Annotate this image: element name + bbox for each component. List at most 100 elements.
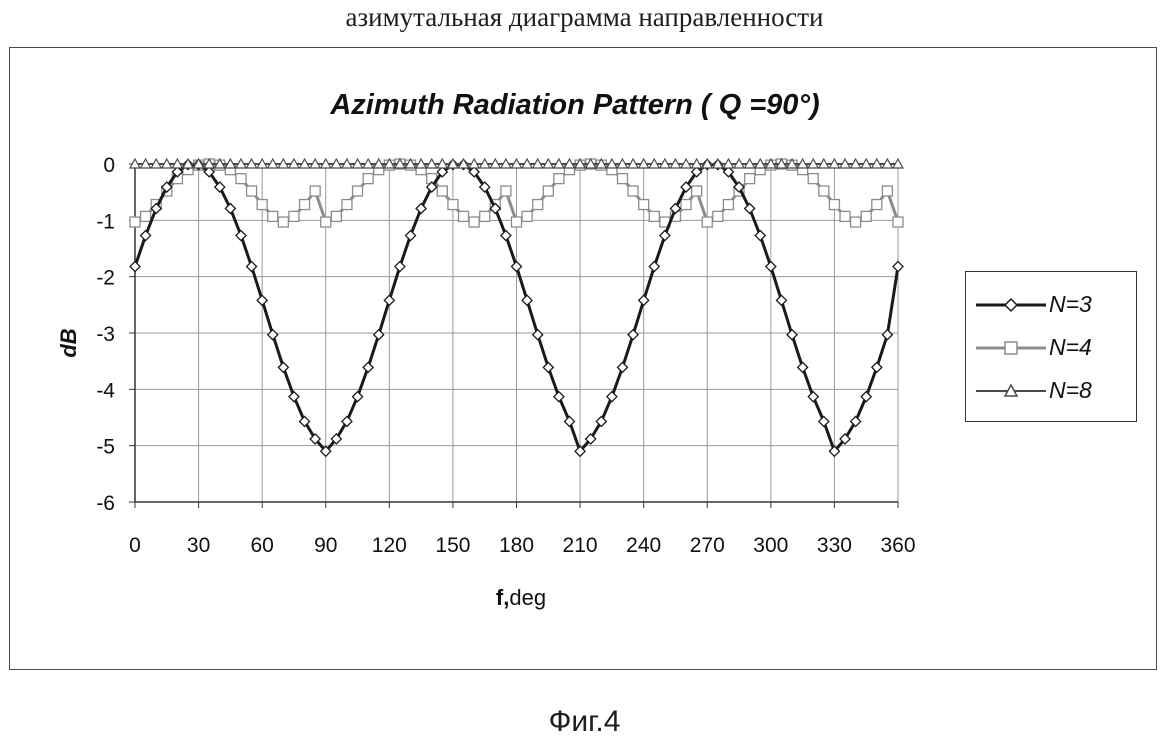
- point-n4: [893, 217, 903, 227]
- point-n3: [872, 362, 882, 372]
- x-tick-label: 360: [880, 534, 915, 557]
- point-n3: [353, 392, 363, 402]
- point-n3: [617, 362, 627, 372]
- point-n3: [607, 392, 617, 402]
- point-n4: [448, 200, 458, 210]
- point-n3: [247, 262, 257, 272]
- x-axis-label-bold: f,: [496, 585, 509, 610]
- point-n4: [692, 186, 702, 196]
- y-tick-label: -3: [96, 323, 115, 346]
- point-n4: [840, 211, 850, 221]
- point-n4: [522, 211, 532, 221]
- point-n3: [893, 262, 903, 272]
- point-n4: [501, 186, 511, 196]
- point-n3: [522, 295, 532, 305]
- legend-item-n8: N=8: [966, 372, 1138, 412]
- point-n4: [723, 200, 733, 210]
- x-tick-label: 270: [690, 534, 725, 557]
- legend: N=3 N=4 N=8: [965, 271, 1137, 422]
- point-n4: [310, 186, 320, 196]
- point-n3: [501, 231, 511, 241]
- point-n3: [755, 231, 765, 241]
- grid: [135, 164, 898, 502]
- point-n3: [882, 330, 892, 340]
- point-n3: [564, 416, 574, 426]
- point-n4: [639, 200, 649, 210]
- x-tick-label: 180: [499, 534, 534, 557]
- point-n4: [247, 186, 257, 196]
- point-n4: [268, 211, 278, 221]
- point-n3: [257, 295, 267, 305]
- x-axis-label: f,deg: [496, 585, 546, 610]
- point-n4: [321, 217, 331, 227]
- y-tick-label: -5: [96, 436, 115, 459]
- point-n3: [639, 295, 649, 305]
- point-n4: [861, 211, 871, 221]
- point-n4: [130, 217, 140, 227]
- point-n4: [363, 174, 373, 184]
- point-n4: [331, 211, 341, 221]
- point-n4: [257, 200, 267, 210]
- point-n4: [713, 211, 723, 221]
- point-n4: [681, 200, 691, 210]
- point-n4: [278, 217, 288, 227]
- point-n4: [512, 217, 522, 227]
- chart-title: Azimuth Radiation Pattern ( Q =90°): [329, 89, 819, 121]
- point-n3: [533, 330, 543, 340]
- point-n4: [649, 211, 659, 221]
- point-n4: [745, 174, 755, 184]
- x-tick-label: 330: [817, 534, 852, 557]
- legend-label-n8: N=8: [1049, 377, 1092, 404]
- point-n4: [554, 174, 564, 184]
- point-n3: [649, 262, 659, 272]
- x-tick-label: 90: [314, 534, 337, 557]
- point-n3: [766, 262, 776, 272]
- legend-item-n4: N=4: [966, 329, 1138, 369]
- point-n4: [543, 186, 553, 196]
- point-n3: [861, 392, 871, 402]
- figure-caption: Фиг.4: [0, 705, 1169, 739]
- point-n3: [141, 231, 151, 241]
- point-n3: [406, 231, 416, 241]
- point-n4: [851, 217, 861, 227]
- x-tick-label: 210: [563, 534, 598, 557]
- y-tick-label: -2: [96, 267, 115, 290]
- point-n4: [236, 174, 246, 184]
- legend-label-n3: N=3: [1049, 291, 1092, 318]
- point-n3: [289, 392, 299, 402]
- legend-swatch-n4: [976, 329, 1046, 369]
- x-tick-label: 0: [129, 534, 141, 557]
- point-n4: [819, 186, 829, 196]
- point-n3: [236, 231, 246, 241]
- y-tick-label: -6: [96, 492, 115, 515]
- point-n4: [702, 217, 712, 227]
- legend-item-n3: N=3: [966, 286, 1138, 326]
- legend-swatch-n3: [976, 286, 1046, 326]
- legend-swatch-n8: [976, 372, 1046, 412]
- point-n3: [745, 204, 755, 214]
- y-tick-label: 0: [103, 154, 115, 177]
- point-n3: [268, 330, 278, 340]
- point-n4: [342, 200, 352, 210]
- point-n3: [543, 362, 553, 372]
- point-n4: [459, 211, 469, 221]
- point-n3: [660, 231, 670, 241]
- point-n4: [289, 211, 299, 221]
- point-n3: [819, 416, 829, 426]
- point-n4: [872, 200, 882, 210]
- point-n3: [225, 204, 235, 214]
- point-n3: [787, 330, 797, 340]
- point-n4: [617, 174, 627, 184]
- point-n3: [512, 262, 522, 272]
- point-n4: [628, 186, 638, 196]
- y-tick-label: -1: [96, 210, 115, 233]
- point-n3: [278, 362, 288, 372]
- point-n4: [141, 211, 151, 221]
- y-axis-label: dB: [56, 328, 81, 357]
- point-n4: [808, 174, 818, 184]
- point-n3: [554, 392, 564, 402]
- point-n3: [628, 330, 638, 340]
- point-n3: [363, 362, 373, 372]
- point-n3: [776, 295, 786, 305]
- axes: 03060901201501802102402703003303600-1-2-…: [96, 154, 915, 557]
